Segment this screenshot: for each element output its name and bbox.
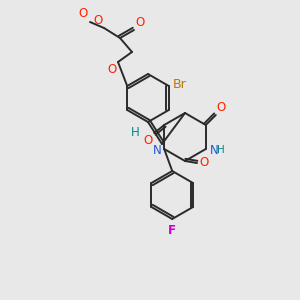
Text: O: O: [143, 134, 152, 147]
Text: O: O: [108, 63, 117, 76]
Text: O: O: [94, 14, 103, 27]
Text: Br: Br: [173, 77, 187, 91]
Text: O: O: [79, 7, 88, 20]
Text: O: O: [217, 101, 226, 114]
Text: F: F: [168, 224, 176, 237]
Text: O: O: [199, 157, 208, 169]
Text: H: H: [131, 127, 140, 140]
Text: N: N: [152, 145, 161, 158]
Text: H: H: [217, 145, 224, 155]
Text: N: N: [210, 143, 218, 157]
Text: O: O: [135, 16, 144, 29]
